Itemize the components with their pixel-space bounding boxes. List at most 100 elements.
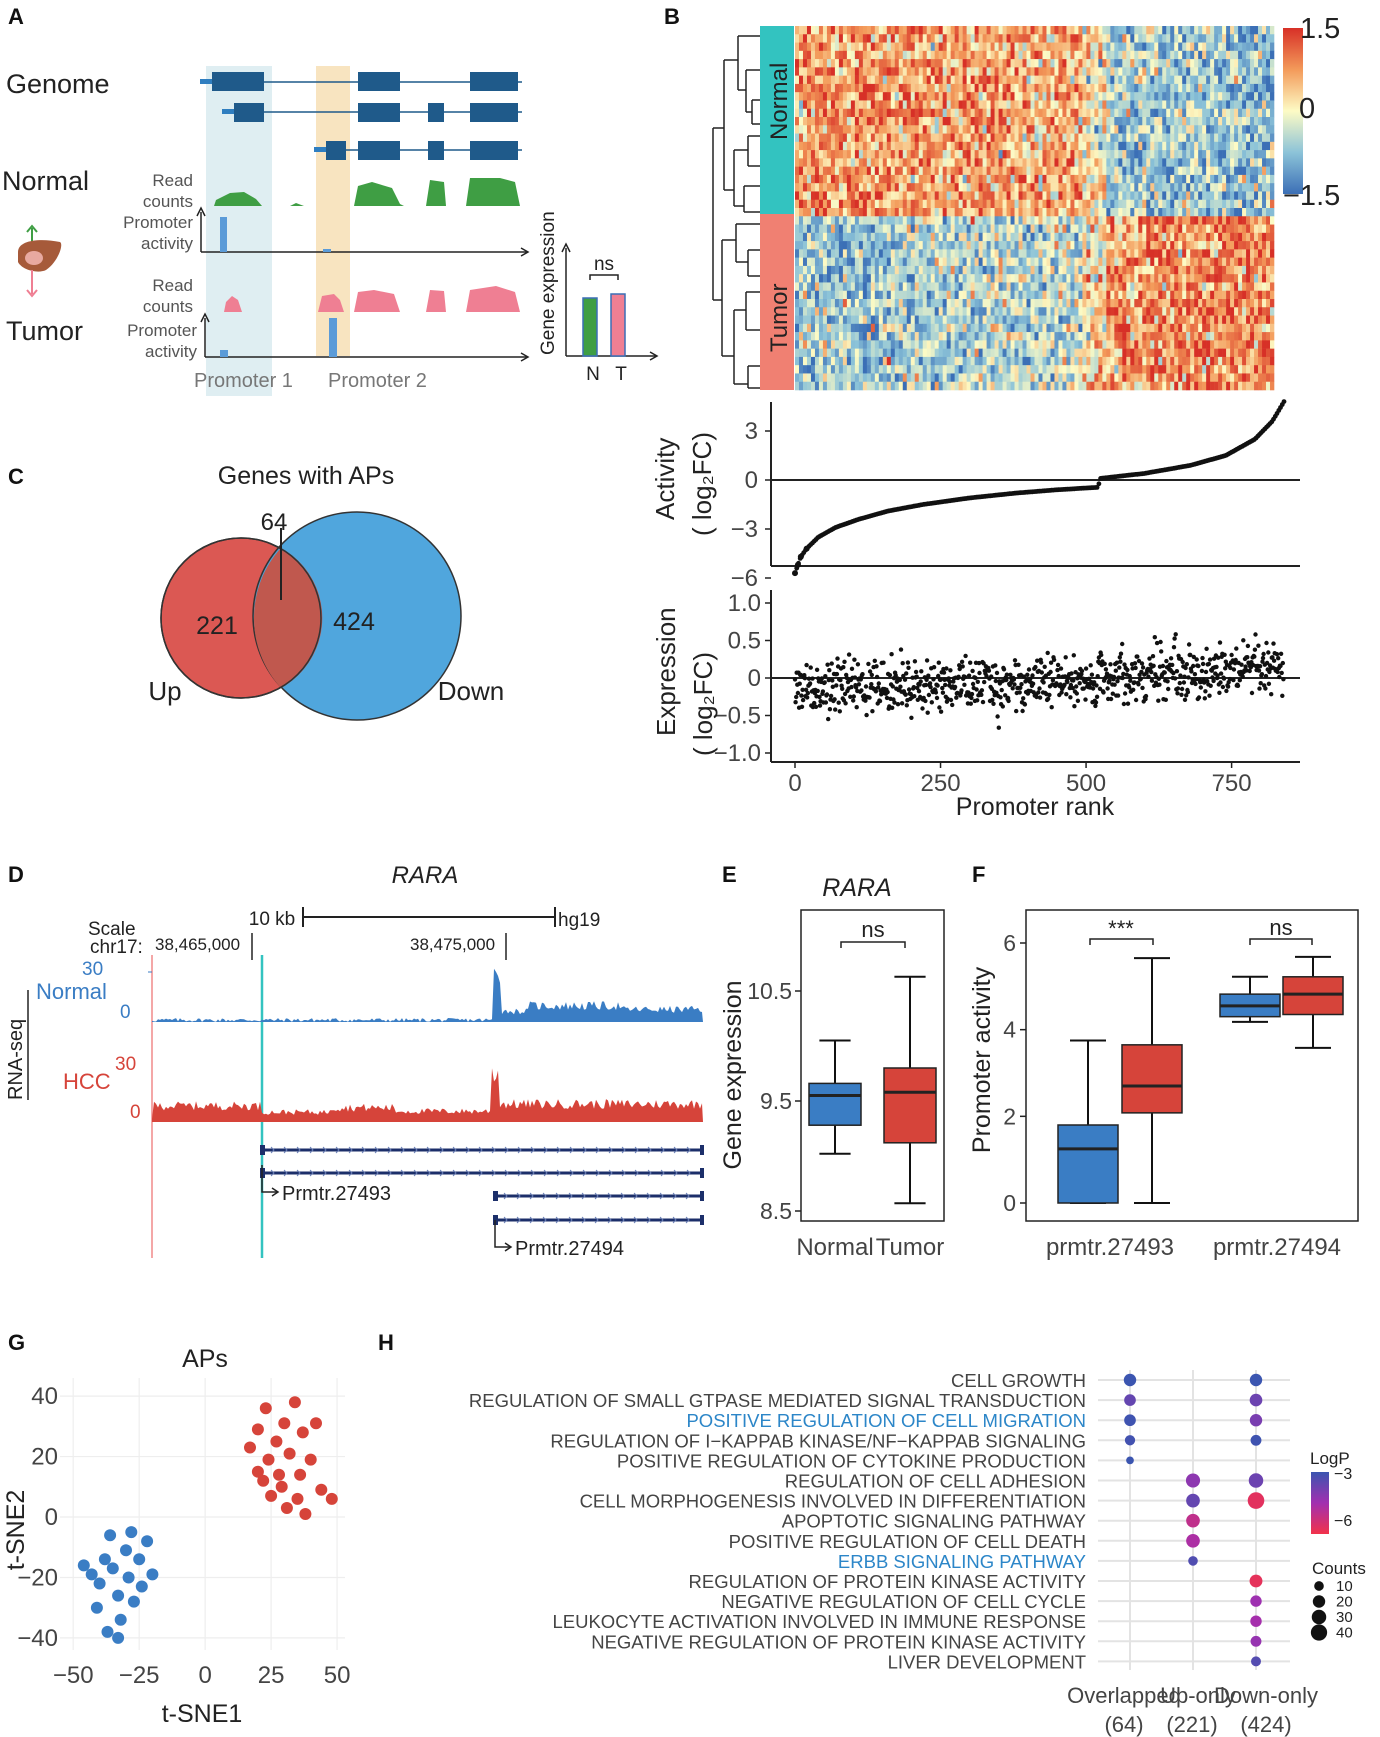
heatmap-cell — [1126, 174, 1131, 184]
heatmap-cell — [1174, 290, 1179, 300]
heatmap-cell — [850, 299, 856, 308]
heatmap-cell — [1262, 174, 1267, 184]
heatmap-cell — [1158, 26, 1163, 35]
heatmap-cell — [994, 125, 999, 134]
heatmap-cell — [1262, 133, 1267, 143]
heatmap-cell — [1138, 307, 1143, 316]
heatmap-cell — [1090, 92, 1095, 101]
heatmap-cell — [866, 92, 872, 101]
heatmap-cell — [1110, 299, 1115, 308]
heatmap-cell — [842, 92, 848, 101]
heatmap-cell — [1226, 133, 1231, 143]
heatmap-cell — [938, 50, 943, 60]
heatmap-cell — [1078, 340, 1083, 349]
heatmap-cell — [894, 174, 900, 184]
heatmap-cell — [962, 216, 967, 225]
heatmap-cell — [1098, 67, 1103, 76]
heatmap-cell — [982, 141, 987, 151]
heatmap-cell — [830, 125, 836, 134]
heatmap-cell — [942, 249, 947, 258]
heatmap-cell — [1014, 208, 1019, 217]
heatmap-cell — [798, 241, 804, 250]
heatmap-cell — [1082, 50, 1087, 60]
tumor-read-track — [224, 286, 520, 312]
heatmap-cell — [1138, 34, 1143, 43]
heatmap-cell — [1234, 232, 1239, 242]
heatmap-cell — [1038, 117, 1043, 126]
heatmap-cell — [850, 315, 856, 325]
heatmap-cell — [1158, 183, 1163, 192]
heatmap-cell — [1082, 158, 1087, 167]
heatmap-cell — [990, 174, 995, 184]
heatmap-cell — [902, 257, 908, 267]
heatmap-cell — [1058, 26, 1063, 35]
heatmap-cell — [1038, 299, 1043, 308]
heatmap-cell — [990, 42, 995, 52]
heatmap-cell — [1002, 323, 1007, 333]
heatmap-cell — [910, 356, 916, 366]
heatmap-cell — [1214, 249, 1219, 258]
heatmap-cell — [954, 191, 959, 201]
heatmap-cell — [914, 158, 920, 167]
heatmap-cell — [1234, 100, 1239, 110]
heatmap-cell — [886, 282, 892, 292]
heatmap-cell — [1230, 34, 1235, 43]
heatmap-cell — [970, 323, 975, 333]
heatmap-cell — [970, 274, 975, 283]
heatmap-cell — [1114, 356, 1119, 366]
heatmap-cell — [1222, 117, 1227, 126]
heatmap-cell — [1066, 356, 1071, 366]
heatmap-cell — [1250, 249, 1255, 258]
heatmap-cell — [978, 158, 983, 167]
heatmap-cell — [886, 174, 892, 184]
heatmap-cell — [1042, 100, 1047, 110]
heatmap-cell — [834, 332, 840, 341]
heatmap-cell — [1106, 174, 1111, 184]
heatmap-cell — [1142, 92, 1147, 101]
heatmap-cell — [1098, 100, 1103, 110]
heatmap-cell — [974, 67, 979, 76]
heatmap-cell — [946, 208, 951, 217]
heatmap-cell — [846, 208, 852, 217]
heatmap-cell — [1026, 174, 1031, 184]
heatmap-cell — [842, 125, 848, 134]
heatmap-cell — [1238, 241, 1243, 250]
heatmap-cell — [958, 166, 963, 176]
heatmap-cell — [894, 249, 900, 258]
heatmap-cell — [1250, 92, 1255, 101]
heatmap-cell — [846, 166, 852, 176]
heatmap-cell — [1054, 232, 1059, 242]
heatmap-cell — [1010, 249, 1015, 258]
heatmap-cell — [1178, 332, 1183, 341]
heatmap-cell — [858, 108, 864, 118]
heatmap-cell — [1158, 83, 1163, 93]
heatmap-cell — [1162, 224, 1167, 234]
heatmap-cell — [1182, 348, 1187, 358]
heatmap-cell — [1042, 158, 1047, 167]
heatmap-cell — [918, 150, 924, 159]
heatmap-cell — [1162, 34, 1167, 43]
heatmap-cell — [910, 208, 916, 217]
heatmap-cell — [986, 274, 991, 283]
heatmap-cell — [1258, 75, 1263, 85]
heatmap-cell — [854, 216, 860, 225]
heatmap-cell — [882, 274, 888, 283]
heatmap-cell — [798, 224, 804, 234]
tumor-label: Tumor — [6, 316, 83, 346]
heatmap-cell — [814, 26, 820, 35]
heatmap-cell — [982, 150, 987, 159]
heatmap-cell — [1210, 117, 1215, 126]
heatmap-cell — [1142, 42, 1147, 52]
heatmap-cell — [858, 348, 864, 358]
heatmap-cell — [862, 348, 868, 358]
heatmap-cell — [846, 92, 852, 101]
heatmap-cell — [1270, 216, 1275, 225]
heatmap-cell — [830, 191, 836, 201]
heatmap-cell — [1202, 282, 1207, 292]
heatmap-cell — [1018, 216, 1023, 225]
heatmap-cell — [1218, 307, 1223, 316]
heatmap-cell — [806, 34, 812, 43]
heatmap-cell — [1010, 92, 1015, 101]
heatmap-cell — [1134, 282, 1139, 292]
heatmap-cell — [862, 216, 868, 225]
